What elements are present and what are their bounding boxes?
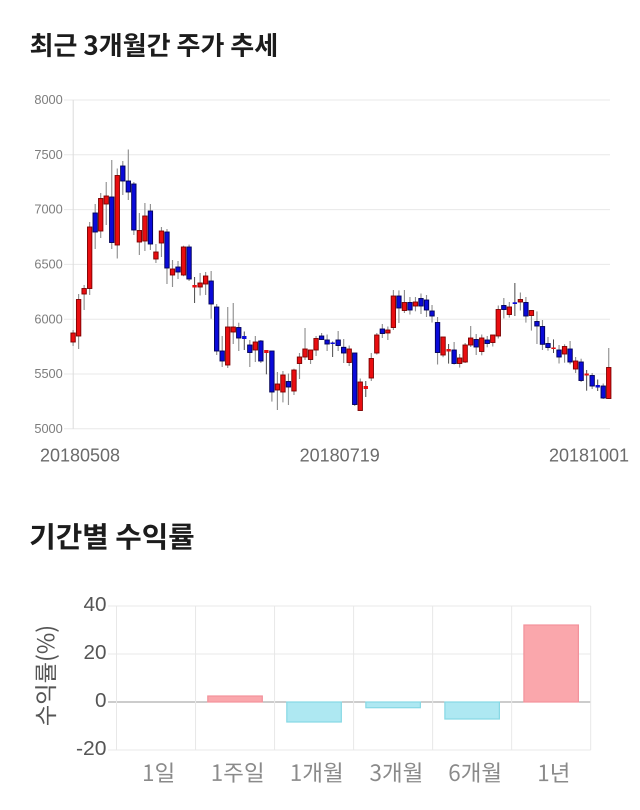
svg-text:20: 20: [84, 642, 107, 664]
svg-text:40: 40: [84, 594, 107, 616]
svg-text:7500: 7500: [34, 147, 62, 162]
svg-text:7000: 7000: [34, 202, 62, 217]
svg-text:5500: 5500: [34, 366, 62, 381]
svg-text:8000: 8000: [34, 92, 62, 107]
svg-text:0: 0: [95, 690, 107, 712]
svg-text:-20: -20: [76, 738, 107, 760]
svg-text:5000: 5000: [34, 421, 62, 436]
svg-text:20180719: 20180719: [300, 445, 380, 465]
svg-text:20180508: 20180508: [40, 445, 120, 465]
svg-text:6500: 6500: [34, 257, 62, 272]
svg-text:20181001: 20181001: [549, 445, 629, 465]
svg-text:6000: 6000: [34, 311, 62, 326]
